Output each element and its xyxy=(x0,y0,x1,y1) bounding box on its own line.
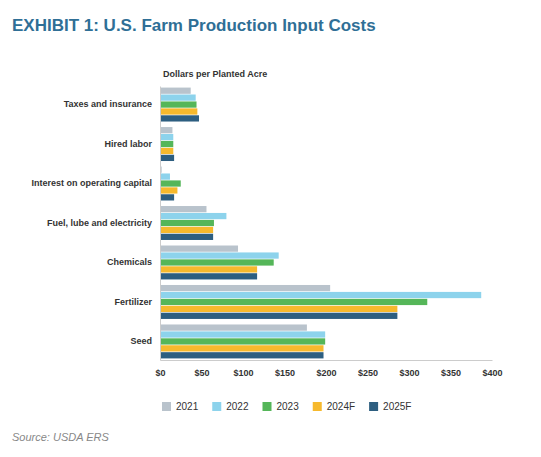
legend-swatch xyxy=(162,402,171,411)
category-label: Chemicals xyxy=(107,257,152,267)
bar xyxy=(160,246,238,252)
legend-label: 2021 xyxy=(176,401,199,412)
source: Source: USDA ERS xyxy=(12,431,109,443)
tick: $150 xyxy=(275,360,295,378)
bar xyxy=(160,338,325,344)
bar xyxy=(160,141,173,147)
bar xyxy=(160,345,324,351)
tick-label: $100 xyxy=(233,368,253,378)
legend-swatch xyxy=(313,402,322,411)
tick-label: $0 xyxy=(155,368,165,378)
bars xyxy=(160,88,481,359)
tick: $350 xyxy=(441,360,461,378)
tick: Fuel, lube and electricity xyxy=(47,218,160,228)
bar xyxy=(160,134,173,140)
bar xyxy=(160,234,213,240)
legend-swatch xyxy=(263,402,272,411)
bar xyxy=(160,266,257,272)
legend-item: 2025F xyxy=(369,401,411,412)
tick: Hired labor xyxy=(104,139,160,149)
bar xyxy=(160,292,481,298)
category-label: Hired labor xyxy=(104,139,152,149)
bar xyxy=(160,259,274,265)
legend-label: 2024F xyxy=(327,401,355,412)
tick-label: $400 xyxy=(482,368,502,378)
tick: Chemicals xyxy=(107,257,160,267)
tick-label: $350 xyxy=(441,368,461,378)
y-axis: Taxes and insurance Hired labor Interest o… xyxy=(31,87,160,361)
bar xyxy=(160,127,172,133)
tick: $100 xyxy=(233,360,253,378)
tick: $50 xyxy=(194,360,209,378)
bar xyxy=(160,273,257,279)
bar xyxy=(160,352,324,358)
legend-item: 2021 xyxy=(162,401,199,412)
category-label: Fertilizer xyxy=(114,297,152,307)
category-label: Seed xyxy=(130,336,152,346)
legend-item: 2022 xyxy=(212,401,249,412)
legend: 2021 2022 2023 2024F 2025F xyxy=(162,401,411,412)
category-label: Fuel, lube and electricity xyxy=(47,218,152,228)
legend-swatch xyxy=(369,402,378,411)
legend-item: 2023 xyxy=(263,401,300,412)
tick-label: $150 xyxy=(275,368,295,378)
bar xyxy=(160,206,206,212)
axis-line xyxy=(161,360,493,361)
legend-label: 2022 xyxy=(226,401,249,412)
legend-label: 2025F xyxy=(383,401,411,412)
x-axis: $0 $50 $100 $150 $200 $250 $300 $350 $400 xyxy=(155,360,502,378)
axis-line xyxy=(160,87,161,361)
tick-label: $300 xyxy=(399,368,419,378)
bar xyxy=(160,180,181,186)
tick: Fertilizer xyxy=(114,297,160,307)
tick: Seed xyxy=(130,336,160,346)
bar xyxy=(160,220,214,226)
tick-label: $200 xyxy=(316,368,336,378)
tick: $200 xyxy=(316,360,336,378)
bar xyxy=(160,227,213,233)
tick: Taxes and insurance xyxy=(64,99,160,109)
bar xyxy=(160,148,173,154)
tick: $400 xyxy=(482,360,502,378)
tick-label: $250 xyxy=(358,368,378,378)
bar xyxy=(160,306,397,312)
bar xyxy=(160,187,177,193)
legend-label: 2023 xyxy=(277,401,300,412)
bar xyxy=(160,173,170,179)
legend-swatch xyxy=(212,402,221,411)
bar xyxy=(160,101,197,107)
bar xyxy=(160,313,397,319)
tick: $250 xyxy=(358,360,378,378)
tick: Interest on operating capital xyxy=(31,178,160,188)
bar xyxy=(160,115,199,121)
axis-label: Dollars per Planted Acre xyxy=(163,69,267,79)
legend-item: 2024F xyxy=(313,401,355,412)
bar xyxy=(160,194,174,200)
bar xyxy=(160,155,174,161)
bar xyxy=(160,285,330,291)
bar xyxy=(160,108,197,114)
bar xyxy=(160,95,196,101)
bar xyxy=(160,324,307,330)
bar xyxy=(160,331,325,337)
bar xyxy=(160,88,191,94)
tick-label: $50 xyxy=(194,368,209,378)
title: EXHIBIT 1: U.S. Farm Production Input Co… xyxy=(12,16,376,35)
tick: $0 xyxy=(155,360,165,378)
tick: $300 xyxy=(399,360,419,378)
category-label: Interest on operating capital xyxy=(31,178,152,188)
category-label: Taxes and insurance xyxy=(64,99,152,109)
bar xyxy=(160,213,226,219)
bar xyxy=(160,299,427,305)
chart: EXHIBIT 1: U.S. Farm Production Input Co… xyxy=(0,0,541,457)
bar xyxy=(160,252,279,258)
